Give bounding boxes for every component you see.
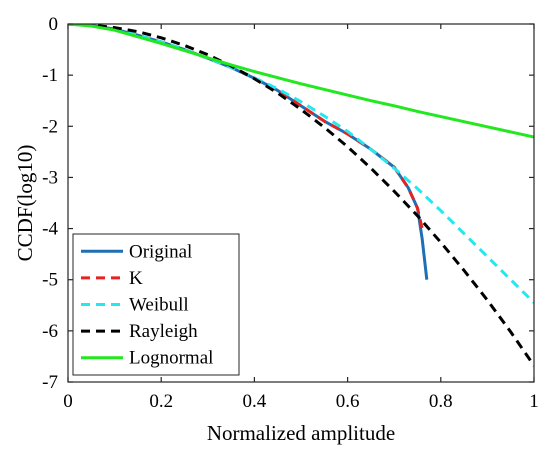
x-tick-label: 0.8 bbox=[429, 391, 453, 412]
y-tick-label: -6 bbox=[42, 321, 58, 342]
axes-layer: 0 0.2 0.4 0.6 0.8 1 0 -1 -2 -3 -4 -5 -6 -7 Normalized … bbox=[13, 14, 539, 445]
legend: Original K Weibull Rayleigh Lognormal bbox=[72, 233, 240, 376]
legend-label-lognormal: Lognormal bbox=[129, 348, 213, 369]
series-line-lognormal bbox=[68, 24, 534, 139]
x-tick-label: 1 bbox=[529, 391, 539, 412]
x-tick-label: 0.6 bbox=[336, 391, 360, 412]
y-axis-title: CCDF(log10) bbox=[13, 145, 37, 262]
x-tick-label: 0 bbox=[63, 391, 73, 412]
legend-label-original: Original bbox=[129, 241, 192, 262]
y-tick-label: -7 bbox=[42, 372, 58, 393]
y-tick-label: -2 bbox=[42, 116, 58, 137]
legend-label-weibull: Weibull bbox=[129, 295, 189, 316]
legend-label-k: K bbox=[129, 268, 143, 289]
x-tick-label: 0.2 bbox=[149, 391, 173, 412]
series-layer bbox=[68, 24, 534, 367]
x-tick-label: 0.4 bbox=[243, 391, 267, 412]
axes-box bbox=[67, 23, 535, 383]
y-tick-label: -4 bbox=[42, 219, 58, 240]
y-tick-label: 0 bbox=[49, 14, 59, 35]
y-tick-label: -5 bbox=[42, 270, 58, 291]
legend-label-rayleigh: Rayleigh bbox=[129, 321, 198, 342]
x-axis-title: Normalized amplitude bbox=[207, 421, 395, 445]
y-tick-label: -1 bbox=[42, 65, 58, 86]
series-line-rayleigh bbox=[68, 24, 534, 367]
series-group bbox=[68, 24, 534, 367]
y-tick-label: -3 bbox=[42, 167, 58, 188]
